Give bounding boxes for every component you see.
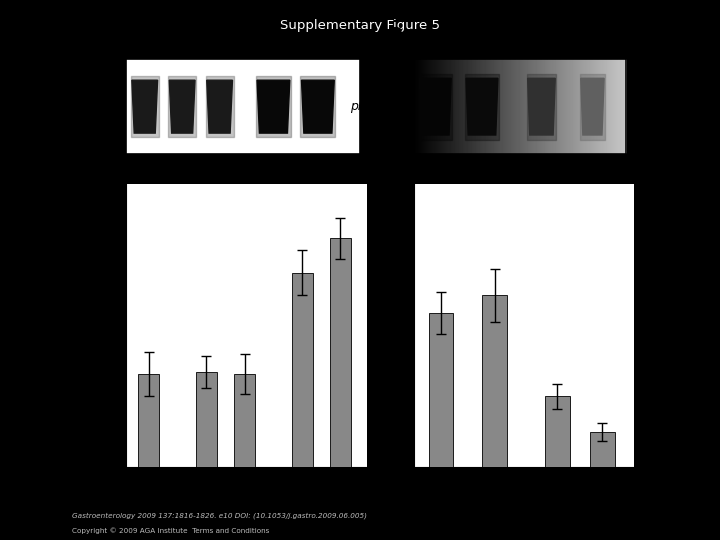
Polygon shape xyxy=(419,78,451,135)
Bar xyxy=(292,273,312,467)
Text: Copyright © 2009 AGA Institute  Terms and Conditions: Copyright © 2009 AGA Institute Terms and… xyxy=(72,527,269,534)
Polygon shape xyxy=(466,78,498,135)
Bar xyxy=(590,431,615,467)
Polygon shape xyxy=(132,80,158,133)
Bar xyxy=(330,238,351,467)
Bar xyxy=(545,396,570,467)
Text: A: A xyxy=(83,27,100,47)
Bar xyxy=(234,374,255,467)
Polygon shape xyxy=(581,78,604,135)
Polygon shape xyxy=(302,80,334,133)
Polygon shape xyxy=(528,78,555,135)
Text: pH1: pH1 xyxy=(351,100,376,113)
Y-axis label: Cpm (x 10⁻³): Cpm (x 10⁻³) xyxy=(382,289,392,362)
Polygon shape xyxy=(207,80,233,133)
Text: B: B xyxy=(387,27,405,47)
Text: Gastroenterology 2009 137:1816-1826. e10 DOI: (10.1053/j.gastro.2009.06.005): Gastroenterology 2009 137:1816-1826. e10… xyxy=(72,513,367,519)
Bar xyxy=(138,374,160,467)
Text: pH1: pH1 xyxy=(66,100,91,113)
Polygon shape xyxy=(257,80,289,133)
Bar xyxy=(482,295,507,467)
Text: Supplementary Figure 5: Supplementary Figure 5 xyxy=(280,19,440,32)
Y-axis label: Cpm (x 10⁻³): Cpm (x 10⁻³) xyxy=(94,289,104,362)
Polygon shape xyxy=(169,80,195,133)
Bar xyxy=(196,372,217,467)
Bar xyxy=(428,313,453,467)
